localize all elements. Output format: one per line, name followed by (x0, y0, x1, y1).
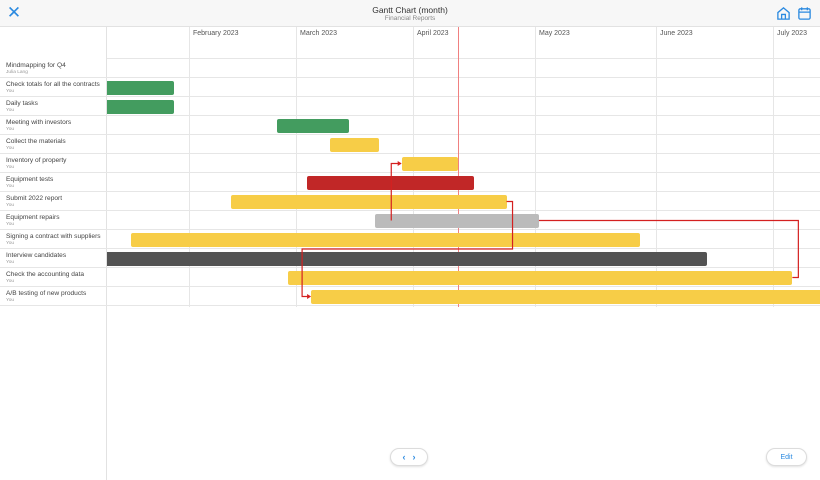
today-line (458, 27, 459, 307)
task-owner: You (6, 89, 15, 94)
task-bar[interactable] (307, 175, 474, 190)
task-name: Check the accounting data (6, 271, 85, 278)
task-name: Mindmapping for Q4 (6, 62, 66, 69)
task-owner: You (6, 127, 15, 132)
task-bar[interactable] (107, 251, 707, 266)
edit-button[interactable]: Edit (766, 448, 807, 466)
month-label: July 2023 (777, 30, 807, 37)
task-owner: You (6, 279, 15, 284)
task-name: Check totals for all the contracts (6, 81, 100, 88)
task-list-panel (0, 27, 107, 480)
task-owner: You (6, 146, 15, 151)
month-label: February 2023 (193, 30, 239, 37)
month-column: March 2023 (296, 27, 337, 307)
task-name: Equipment tests (6, 176, 54, 183)
task-row[interactable]: Mindmapping for Q4 Julia Lang (0, 59, 820, 78)
task-name: Meeting with investors (6, 119, 72, 126)
close-icon[interactable]: ✕ (6, 3, 22, 22)
task-name: A/B testing of new products (6, 290, 87, 297)
month-label: May 2023 (539, 30, 570, 37)
task-bar[interactable] (311, 289, 820, 304)
task-bar[interactable] (276, 118, 349, 133)
task-row[interactable]: Meeting with investors You (0, 116, 820, 135)
task-owner: You (6, 260, 15, 265)
month-column: June 2023 (656, 27, 693, 307)
timeline-navigation: ‹ › (390, 448, 428, 466)
month-column: February 2023 (189, 27, 239, 307)
task-name: Daily tasks (6, 100, 38, 107)
task-bar[interactable] (288, 270, 793, 285)
task-name: Submit 2022 report (6, 195, 63, 202)
month-label: March 2023 (300, 30, 337, 37)
task-name: Signing a contract with suppliers (6, 233, 101, 240)
task-row[interactable]: Inventory of property You (0, 154, 820, 173)
task-owner: You (6, 241, 15, 246)
task-owner: Julia Lang (6, 70, 28, 75)
task-row[interactable]: Check totals for all the contracts You (0, 78, 820, 97)
task-owner: You (6, 203, 15, 208)
next-icon[interactable]: › (412, 452, 416, 462)
task-bar[interactable] (131, 232, 641, 247)
task-bar[interactable] (329, 137, 380, 152)
task-name: Equipment repairs (6, 214, 60, 221)
task-bar[interactable] (231, 194, 507, 209)
top-bar: ✕ Gantt Chart (month) Financial Reports (0, 0, 820, 27)
task-row[interactable]: Daily tasks You (0, 97, 820, 116)
task-row[interactable]: A/B testing of new products You (0, 287, 820, 306)
prev-icon[interactable]: ‹ (402, 452, 406, 462)
month-column: May 2023 (535, 27, 570, 307)
task-name: Collect the materials (6, 138, 66, 145)
page-title: Gantt Chart (month) (372, 5, 448, 15)
task-owner: You (6, 222, 15, 227)
task-owner: You (6, 184, 15, 189)
task-row[interactable]: Collect the materials You (0, 135, 820, 154)
task-owner: You (6, 298, 15, 303)
task-bar[interactable] (107, 99, 174, 114)
timeline-header (107, 27, 820, 59)
task-name: Inventory of property (6, 157, 67, 164)
task-row[interactable]: Equipment tests You (0, 173, 820, 192)
page-subtitle: Financial Reports (384, 15, 436, 22)
task-owner: You (6, 108, 15, 113)
month-label: April 2023 (417, 30, 449, 37)
task-bar[interactable] (375, 213, 539, 228)
task-owner: You (6, 165, 15, 170)
gantt-chart-area (107, 59, 820, 309)
home-icon[interactable] (776, 6, 791, 21)
month-label: June 2023 (660, 30, 693, 37)
calendar-icon[interactable] (797, 6, 812, 21)
task-name: Interview candidates (6, 252, 67, 259)
month-column: July 2023 (773, 27, 807, 307)
task-bar[interactable] (401, 156, 458, 171)
task-bar[interactable] (107, 80, 174, 95)
